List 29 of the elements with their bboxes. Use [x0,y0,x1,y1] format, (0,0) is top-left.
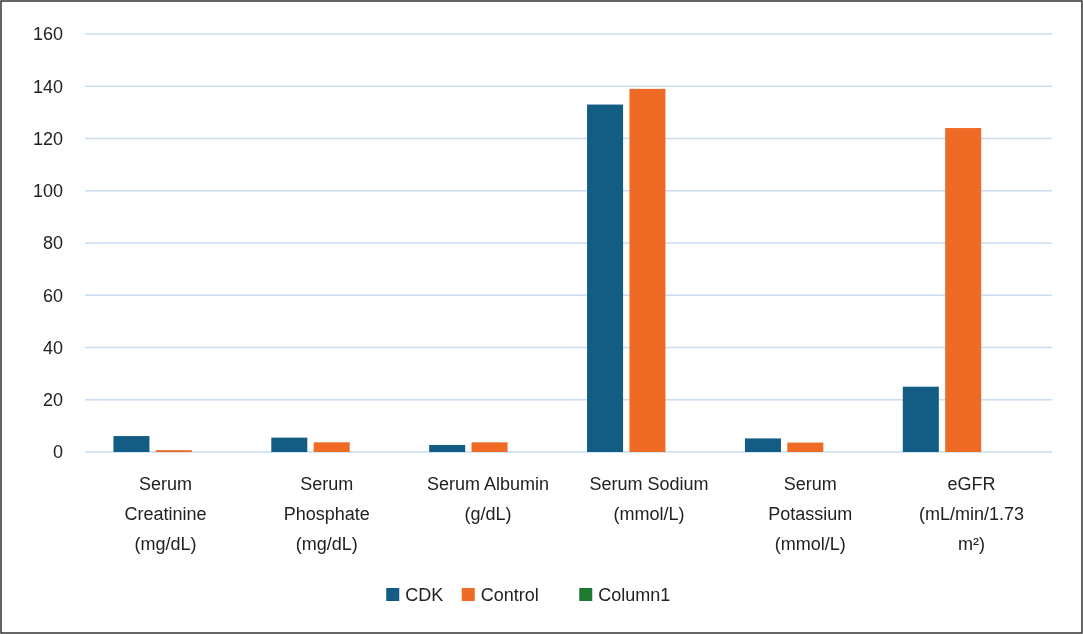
y-tick-label: 160 [32,24,63,45]
bar [429,444,466,452]
x-tick-label: Serum Potassium (mmol/L) [768,474,853,554]
x-tick-label: Serum Creatinine (mg/dL) [124,474,207,554]
bar [945,128,982,452]
bar [271,437,308,452]
y-tick-label: 0 [52,442,63,463]
x-tick-label: Serum Albumin (g/dL) [426,474,549,524]
y-tick-label: 20 [42,390,63,411]
legend-label: CDK [405,585,444,606]
y-tick-label: 120 [32,128,63,149]
bar [313,442,350,452]
bar [902,386,939,452]
bar [629,88,666,452]
bar [787,442,824,452]
y-tick-label: 140 [32,76,63,97]
y-tick-label: 40 [42,337,63,358]
x-tick-label: eGFR (mL/min/1.73 m²) [918,474,1024,554]
legend-label: Control [480,585,539,606]
bar [471,442,508,452]
y-tick-label: 100 [32,181,63,202]
y-tick-label: 80 [42,233,63,254]
legend-label: Column1 [598,585,671,606]
x-tick-label: Serum Sodium (mmol/L) [589,474,709,524]
y-tick-label: 60 [42,285,63,306]
bar [744,438,781,452]
bar [113,436,150,452]
x-tick-label: Serum Phosphate (mg/dL) [283,474,370,554]
bar [587,104,624,452]
